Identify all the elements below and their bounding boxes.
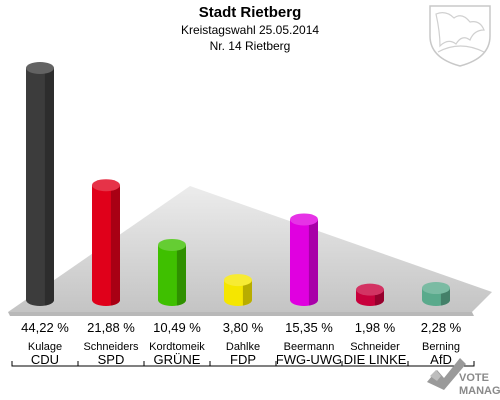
value-label: 1,98 % bbox=[355, 320, 396, 335]
candidate-label: Schneider bbox=[350, 341, 400, 353]
bar-top bbox=[92, 179, 120, 192]
bar-die-linke bbox=[356, 283, 384, 306]
district-label: Nr. 14 Rietberg bbox=[210, 39, 291, 53]
bar-spd bbox=[92, 179, 120, 306]
chart-floor-edge bbox=[8, 312, 474, 316]
bar-top bbox=[224, 274, 252, 287]
bar-shade bbox=[242, 280, 252, 306]
bar-gr-ne bbox=[158, 238, 186, 306]
bar-shade bbox=[110, 185, 120, 306]
bar-cdu bbox=[26, 62, 54, 306]
chart-floor bbox=[8, 186, 492, 312]
bar-top bbox=[26, 62, 54, 74]
bar-shade bbox=[308, 219, 318, 306]
bar-fwg-uwg bbox=[290, 213, 318, 306]
candidate-label: Beermann bbox=[284, 341, 335, 353]
coat-of-arms-icon bbox=[429, 5, 491, 67]
bar-top bbox=[158, 238, 186, 251]
party-label: FWG-UWG bbox=[276, 352, 342, 367]
bar-top bbox=[356, 283, 384, 296]
chart-title: Stadt Rietberg bbox=[199, 4, 302, 21]
bar-afd bbox=[422, 282, 450, 306]
party-label: CDU bbox=[31, 352, 59, 367]
candidate-label: Berning bbox=[422, 341, 460, 353]
party-label: GRÜNE bbox=[154, 352, 201, 367]
bar-fdp bbox=[224, 274, 252, 306]
candidate-label: Dahlke bbox=[226, 341, 260, 353]
value-label: 15,35 % bbox=[285, 320, 333, 335]
party-label: SPD bbox=[98, 352, 125, 367]
watermark-line1: VOTE bbox=[459, 372, 489, 384]
chart-subtitle: Kreistagswahl 25.05.2014 bbox=[181, 23, 319, 37]
party-label: DIE LINKE bbox=[344, 352, 407, 367]
checkmark-icon bbox=[427, 358, 466, 390]
party-label: AfD bbox=[430, 352, 452, 367]
value-label: 2,28 % bbox=[421, 320, 462, 335]
bar-top bbox=[290, 213, 318, 226]
bar-top bbox=[422, 282, 450, 295]
value-label: 3,80 % bbox=[223, 320, 264, 335]
bar-shade bbox=[44, 68, 54, 306]
candidate-label: Kordtomeik bbox=[149, 341, 205, 353]
party-label: FDP bbox=[230, 352, 256, 367]
candidate-label: Kulage bbox=[28, 341, 62, 353]
vote-manager-logo: VOTE MANAGER bbox=[427, 358, 500, 397]
value-label: 10,49 % bbox=[153, 320, 201, 335]
value-label: 21,88 % bbox=[87, 320, 135, 335]
bar-shade bbox=[176, 244, 186, 306]
party-underline bbox=[407, 361, 475, 367]
watermark-line2: MANAGER bbox=[459, 385, 500, 397]
candidate-label: Schneiders bbox=[83, 341, 139, 353]
value-label: 44,22 % bbox=[21, 320, 69, 335]
